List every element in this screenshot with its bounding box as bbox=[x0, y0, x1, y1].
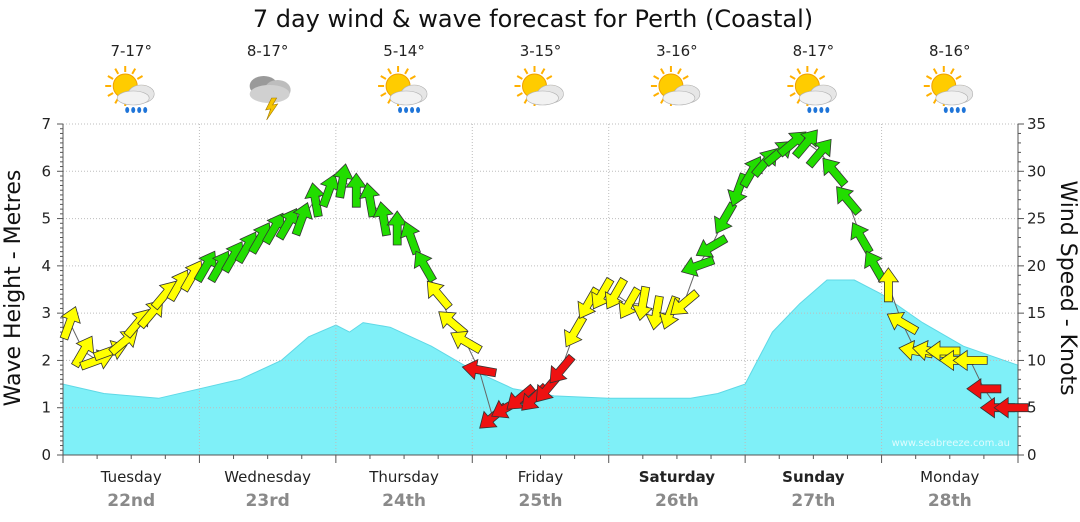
wind-arrow bbox=[563, 314, 588, 348]
day-label: Saturday bbox=[639, 468, 716, 486]
day-weather-header: 7-17° 8-17° 5-14° 3-15° 3-16° 8-17° 8-16° bbox=[105, 42, 974, 121]
wind-arrow bbox=[993, 396, 1029, 419]
wind-arrow bbox=[461, 358, 497, 381]
date-label: 26th bbox=[655, 491, 699, 511]
y-tick-label-right: 10 bbox=[1027, 351, 1046, 369]
y-tick-label-right: 15 bbox=[1027, 304, 1046, 322]
wind-arrow bbox=[966, 378, 1002, 400]
wind-arrow bbox=[506, 383, 537, 410]
wind-arrow bbox=[836, 186, 863, 216]
wind-arrow bbox=[59, 305, 81, 341]
day-label: Friday bbox=[518, 468, 564, 486]
sun-cloud-rain-icon bbox=[923, 66, 974, 113]
wind-arrow bbox=[450, 330, 483, 355]
wind-arrow bbox=[291, 201, 313, 237]
sun-cloud-rain-icon bbox=[787, 66, 837, 113]
wind-arrow bbox=[304, 182, 326, 218]
y-tick-label-right: 20 bbox=[1027, 257, 1046, 275]
day-label: Tuesday bbox=[100, 468, 162, 486]
wind-arrow bbox=[332, 163, 354, 199]
temperature-label: 8-17° bbox=[247, 42, 289, 60]
y-tick-label-left: 6 bbox=[41, 162, 51, 180]
wind-arrow bbox=[791, 129, 818, 160]
y-tick-label-left: 7 bbox=[41, 115, 51, 133]
temperature-label: 8-16° bbox=[929, 42, 971, 60]
wind-arrow bbox=[680, 255, 716, 277]
day-label: Monday bbox=[920, 468, 979, 486]
date-label: 24th bbox=[382, 491, 426, 511]
y-axis-title-left: Wave Height - Metres bbox=[1, 170, 26, 407]
chart-title: 7 day wind & wave forecast for Perth (Co… bbox=[253, 5, 813, 33]
date-label: 28th bbox=[928, 491, 972, 511]
wind-arrow bbox=[618, 286, 642, 320]
wind-arrow bbox=[952, 349, 988, 372]
wind-arrow bbox=[604, 276, 629, 310]
y-tick-label-left: 4 bbox=[41, 257, 51, 275]
partly-cloudy-icon bbox=[650, 66, 701, 106]
wave-height-area bbox=[62, 279, 1019, 456]
wind-arrow bbox=[549, 353, 576, 384]
y-tick-label-left: 2 bbox=[41, 351, 51, 369]
y-tick-label-right: 25 bbox=[1027, 210, 1046, 228]
plot-area: 0 1 2 3 4 5 6 7 0 5 10 15 20 25 30 35 Tuesday 22nd Wednesd… bbox=[41, 115, 1046, 511]
wind-arrow bbox=[877, 267, 900, 303]
wind-arrow bbox=[70, 335, 95, 369]
wind-arrow bbox=[695, 234, 729, 258]
y-tick-label-right: 35 bbox=[1027, 115, 1046, 133]
wind-arrow bbox=[426, 280, 453, 311]
y-tick-label-right: 30 bbox=[1027, 162, 1046, 180]
y-tick-label-left: 1 bbox=[41, 399, 51, 417]
y-tick-label-right: 0 bbox=[1027, 446, 1037, 464]
temperature-label: 3-16° bbox=[656, 42, 698, 60]
day-label: Thursday bbox=[368, 468, 439, 486]
y-tick-label-left: 5 bbox=[41, 210, 51, 228]
y-tick-label-left: 3 bbox=[41, 304, 51, 322]
sun-cloud-rain-icon bbox=[105, 66, 155, 113]
partly-cloudy-icon bbox=[514, 66, 564, 106]
temperature-label: 3-15° bbox=[520, 42, 562, 60]
day-label: Sunday bbox=[782, 468, 845, 486]
wind-arrow bbox=[413, 250, 438, 284]
wind-arrow bbox=[438, 311, 468, 338]
wind-arrow bbox=[805, 138, 832, 169]
sun-cloud-rain-icon bbox=[378, 66, 428, 113]
wind-arrow bbox=[714, 201, 738, 234]
wind-arrow bbox=[399, 220, 421, 256]
wind-arrow bbox=[670, 289, 700, 316]
wind-arrow bbox=[591, 276, 615, 310]
date-label: 22nd bbox=[107, 491, 155, 511]
wind-arrow bbox=[925, 340, 961, 362]
wind-arrow bbox=[345, 172, 368, 208]
temperature-label: 7-17° bbox=[110, 42, 152, 60]
wind-arrow bbox=[275, 207, 299, 241]
temperature-label: 8-17° bbox=[793, 42, 835, 60]
watermark-text: www.seabreeze.com.au bbox=[892, 438, 1010, 449]
wind-arrow bbox=[850, 222, 874, 255]
date-label: 23rd bbox=[246, 491, 290, 511]
y-tick-label-left: 0 bbox=[41, 446, 51, 464]
y-axis-title-right: Wind Speed - Knots bbox=[1055, 180, 1080, 395]
wind-arrow bbox=[372, 201, 394, 237]
date-label: 27th bbox=[791, 491, 835, 511]
wind-arrow bbox=[261, 212, 286, 246]
thunderstorm-icon bbox=[249, 76, 291, 121]
wind-arrow bbox=[822, 157, 849, 188]
wind-arrow bbox=[386, 210, 408, 246]
wind-arrow bbox=[631, 285, 653, 322]
temperature-label: 5-14° bbox=[383, 42, 425, 60]
wind-arrow bbox=[886, 311, 920, 336]
date-label: 25th bbox=[519, 491, 563, 511]
wind-arrow bbox=[318, 173, 341, 209]
day-label: Wednesday bbox=[224, 468, 311, 486]
y-tick-label-right: 5 bbox=[1027, 399, 1037, 417]
